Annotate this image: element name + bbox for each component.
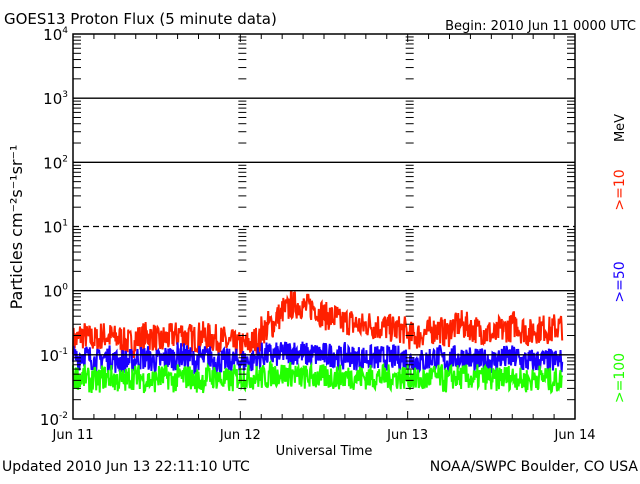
begin-label: Begin: 2010 Jun 11 0000 UTC [445, 19, 636, 34]
legend-ge100: >=100 [612, 353, 628, 403]
y-tick-label: 101 [43, 219, 68, 237]
series-group [72, 290, 564, 395]
y-tick-label: 10-2 [40, 411, 68, 429]
x-axis-label: Universal Time [276, 444, 373, 459]
y-tick-exponent: 2 [62, 154, 68, 164]
y-tick-exponent: 1 [62, 219, 68, 229]
legend-ge50: >=50 [612, 261, 628, 302]
x-tick-label: Jun 13 [386, 428, 428, 443]
y-axis-label: Particles cm⁻²s⁻¹sr⁻¹ [7, 145, 26, 310]
y-tick-exponent: -1 [59, 347, 68, 357]
y-tick-label: 100 [43, 283, 68, 301]
source-credit: NOAA/SWPC Boulder, CO USA [429, 459, 638, 475]
y-tick-exponent: 0 [62, 283, 68, 293]
x-tick-label: Jun 11 [52, 428, 94, 443]
units-label: MeV [613, 114, 628, 142]
y-tick-exponent: -2 [59, 411, 68, 421]
y-tick-exponent: 3 [62, 90, 68, 100]
chart-title: GOES13 Proton Flux (5 minute data) [4, 10, 277, 28]
y-tick-label: 10-1 [40, 347, 68, 365]
series-line-1 [72, 341, 564, 377]
legend-ge10: >=10 [612, 169, 628, 210]
y-tick-label: 104 [43, 26, 68, 44]
y-tick-label: 103 [43, 90, 68, 108]
series-line-2 [72, 359, 564, 395]
updated-timestamp: Updated 2010 Jun 13 22:11:10 UTC [2, 459, 250, 475]
series-line-0 [72, 290, 564, 359]
x-tick-label: Jun 14 [554, 428, 596, 443]
y-tick-exponent: 4 [62, 26, 68, 36]
y-tick-label: 102 [43, 154, 68, 172]
x-tick-label: Jun 12 [219, 428, 261, 443]
